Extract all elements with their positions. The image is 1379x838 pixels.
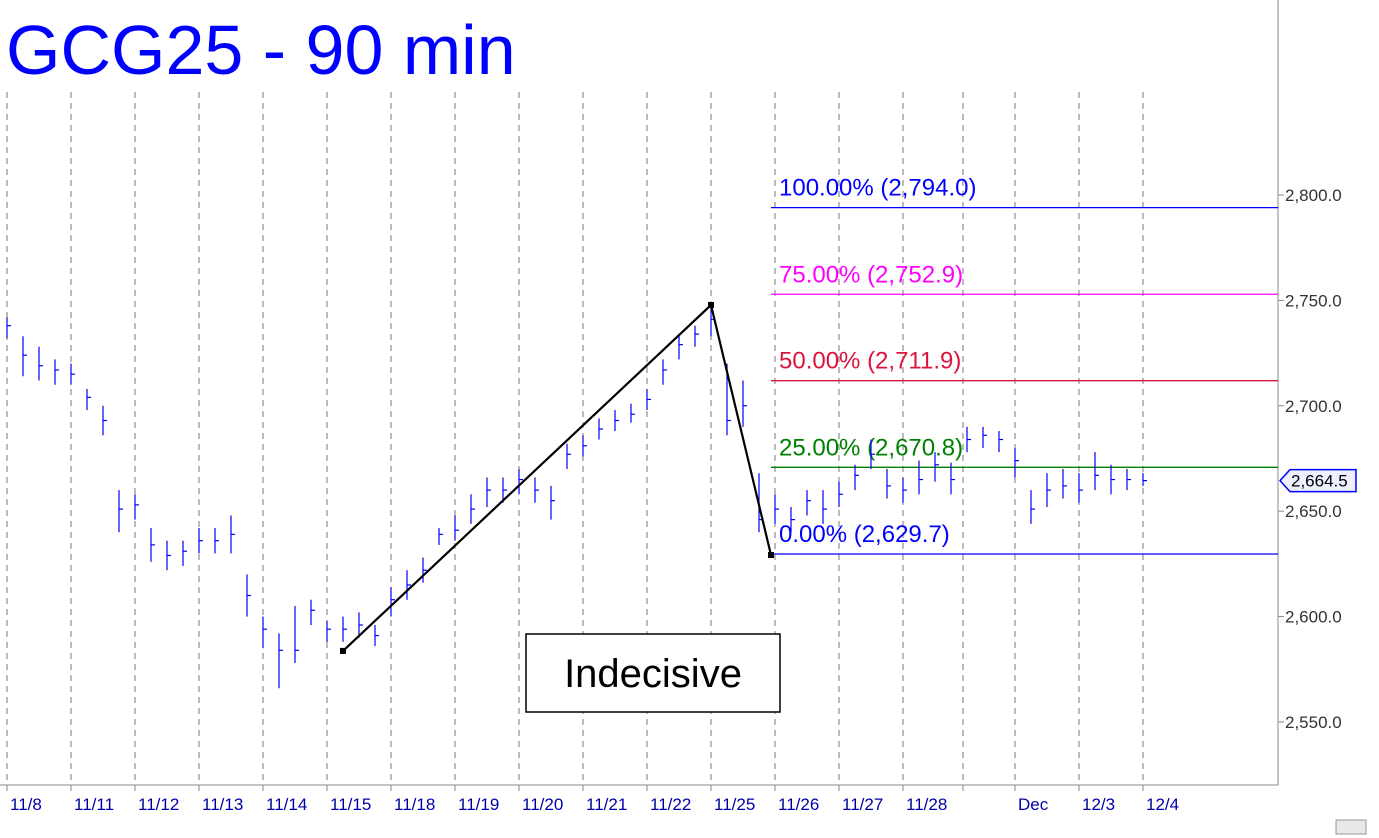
fib-label: 0.00% (2,629.7) [779, 521, 950, 548]
y-tick-label: 2,550.0 [1285, 713, 1342, 732]
fib-label: 50.00% (2,711.9) [779, 348, 961, 375]
x-tick-label: Dec [1018, 795, 1049, 814]
x-tick-label: 11/18 [394, 795, 435, 814]
y-tick-label: 2,650.0 [1285, 502, 1342, 521]
x-tick-label: 11/21 [586, 795, 627, 814]
x-tick-label: 11/20 [522, 795, 563, 814]
x-tick-label: 11/14 [266, 795, 307, 814]
y-tick-label: 2,700.0 [1285, 397, 1342, 416]
x-tick-label: 11/28 [906, 795, 947, 814]
pattern-point [340, 647, 346, 654]
x-tick-label: 11/13 [202, 795, 243, 814]
x-tick-label: 12/4 [1146, 795, 1179, 814]
x-tick-label: 11/25 [714, 795, 755, 814]
chart-title: GCG25 - 90 min [6, 11, 516, 89]
x-tick-label: 12/3 [1082, 795, 1115, 814]
y-tick-label: 2,800.0 [1285, 186, 1342, 205]
x-tick-label: 11/27 [842, 795, 883, 814]
pattern-point [708, 302, 714, 309]
x-tick-label: 11/15 [330, 795, 371, 814]
y-tick-label: 2,750.0 [1285, 291, 1342, 310]
annotation: Indecisive [564, 652, 742, 696]
last-price-label: 2,664.5 [1291, 472, 1348, 491]
fib-label: 75.00% (2,752.9) [779, 261, 963, 288]
x-tick-label: 11/11 [74, 795, 114, 814]
x-tick-label: 11/26 [778, 795, 819, 814]
x-tick-label: 11/12 [138, 795, 179, 814]
pattern-point [768, 552, 774, 559]
scrollbar[interactable] [1335, 819, 1367, 835]
x-tick-label: 11/19 [458, 795, 499, 814]
fib-label: 100.00% (2,794.0) [779, 175, 976, 202]
y-tick-label: 2,600.0 [1285, 608, 1342, 627]
x-tick-label: 11/22 [650, 795, 691, 814]
annotation-box [525, 633, 781, 713]
last-price-tag [1278, 468, 1357, 493]
x-tick-label: 11/8 [10, 795, 42, 814]
